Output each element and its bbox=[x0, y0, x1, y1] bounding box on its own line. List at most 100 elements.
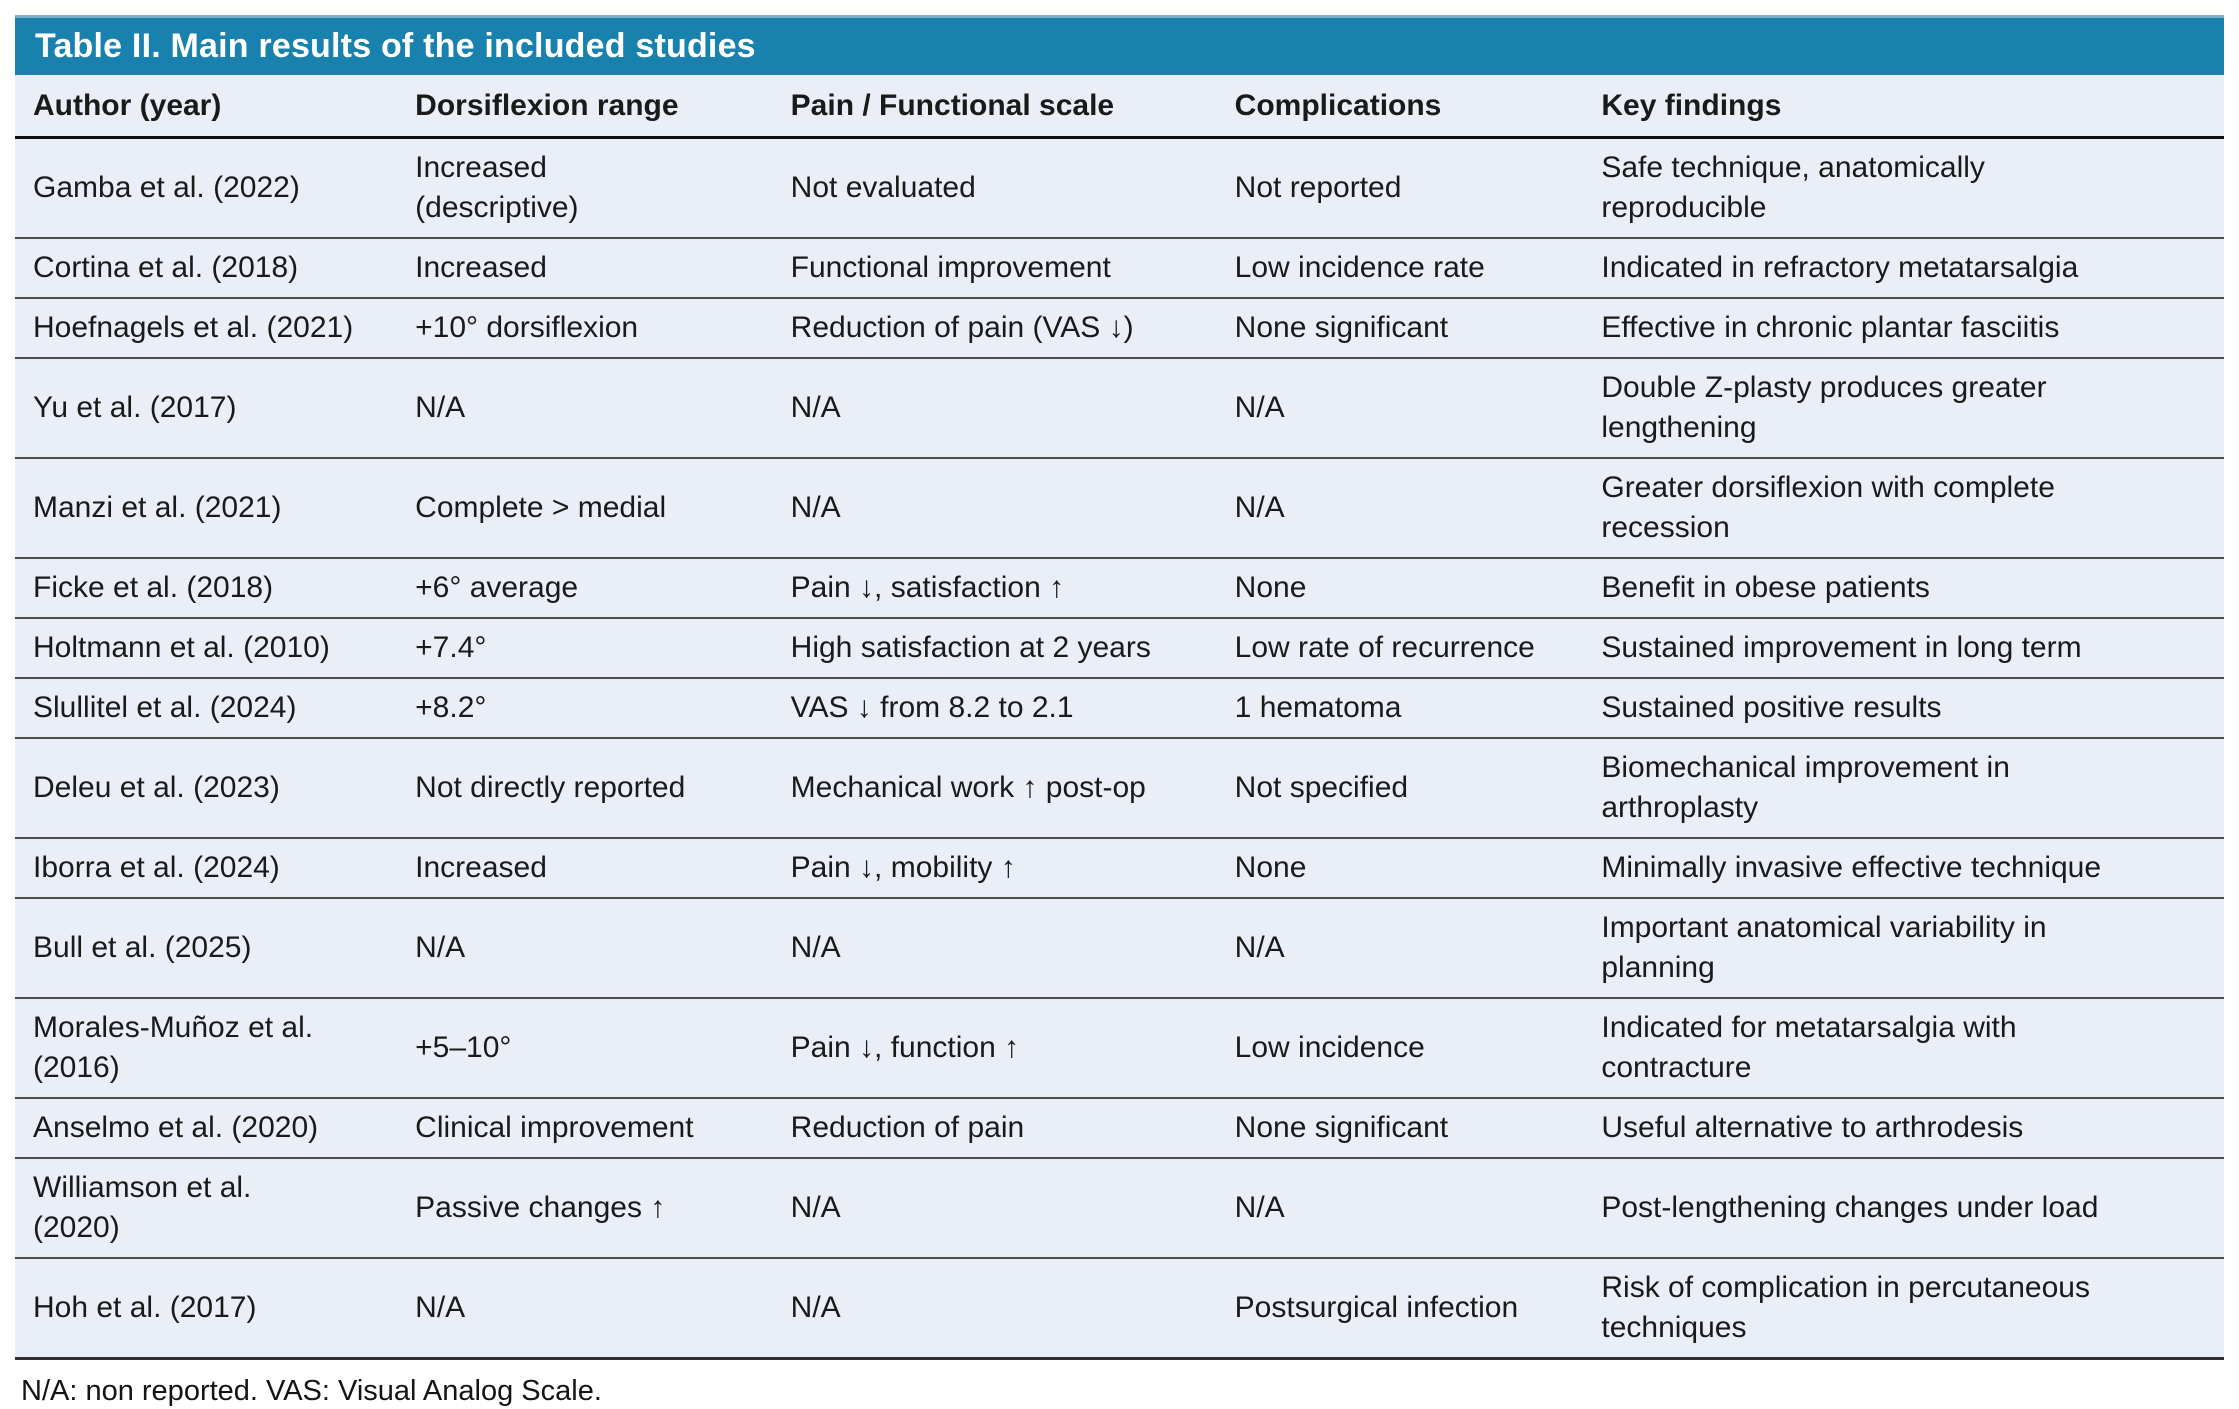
table-cell: Hoefnagels et al. (2021) bbox=[15, 298, 398, 358]
column-header-complications: Complications bbox=[1216, 75, 1584, 138]
table-row: Ficke et al. (2018) +6° average Pain ↓, sa… bbox=[15, 558, 2224, 618]
table-row: Yu et al. (2017) N/A N/A N/A Double Z-plasty… bbox=[15, 358, 2224, 458]
table-cell: Cortina et al. (2018) bbox=[15, 238, 398, 298]
table-body: Gamba et al. (2022) Increased (descriptiv… bbox=[15, 137, 2224, 1359]
table-cell: Deleu et al. (2023) bbox=[15, 738, 398, 838]
table-cell: N/A bbox=[397, 1258, 773, 1359]
table-row: Hoh et al. (2017) N/A N/A Postsurgical infe… bbox=[15, 1258, 2224, 1359]
table-cell: N/A bbox=[772, 898, 1217, 998]
table-cell: Double Z-plasty produces greater lengthe… bbox=[1583, 358, 2224, 458]
table-cell: Biomechanical improvement in arthroplast… bbox=[1583, 738, 2224, 838]
table-row: Slullitel et al. (2024) +8.2° VAS ↓ from 8… bbox=[15, 678, 2224, 738]
table-cell: Indicated in refractory metatarsalgia bbox=[1583, 238, 2224, 298]
table-cell: Not evaluated bbox=[772, 137, 1217, 238]
table-row: Bull et al. (2025) N/A N/A N/A Important ana… bbox=[15, 898, 2224, 998]
column-header-dorsiflexion-range: Dorsiflexion range bbox=[397, 75, 773, 138]
table-cell: Manzi et al. (2021) bbox=[15, 458, 398, 558]
table-row: Hoefnagels et al. (2021) +10° dorsiflexio… bbox=[15, 298, 2224, 358]
table-cell: N/A bbox=[1216, 458, 1584, 558]
table-cell: N/A bbox=[397, 898, 773, 998]
table-cell: +7.4° bbox=[397, 618, 773, 678]
table-cell: +6° average bbox=[397, 558, 773, 618]
table-cell: N/A bbox=[1216, 1158, 1584, 1258]
table-cell: Mechanical work ↑ post-op bbox=[772, 738, 1217, 838]
table-cell: None significant bbox=[1216, 1098, 1584, 1158]
table-row: Williamson et al. (2020) Passive changes … bbox=[15, 1158, 2224, 1258]
table-cell: Safe technique, anatomically reproducibl… bbox=[1583, 137, 2224, 238]
table-cell: Pain ↓, function ↑ bbox=[772, 998, 1217, 1098]
table-row: Iborra et al. (2024) Increased Pain ↓, mob… bbox=[15, 838, 2224, 898]
table-cell: Ficke et al. (2018) bbox=[15, 558, 398, 618]
column-header-author: Author (year) bbox=[15, 75, 398, 138]
table-header: Author (year) Dorsiflexion range Pain / … bbox=[15, 75, 2224, 138]
table-cell: N/A bbox=[772, 1258, 1217, 1359]
table-cell: Indicated for metatarsalgia with contrac… bbox=[1583, 998, 2224, 1098]
table-cell: +5–10° bbox=[397, 998, 773, 1098]
table-cell: VAS ↓ from 8.2 to 2.1 bbox=[772, 678, 1217, 738]
results-table: Author (year) Dorsiflexion range Pain / … bbox=[15, 75, 2224, 1360]
table-cell: Hoh et al. (2017) bbox=[15, 1258, 398, 1359]
column-header-pain-functional-scale: Pain / Functional scale bbox=[772, 75, 1217, 138]
table-cell: High satisfaction at 2 years bbox=[772, 618, 1217, 678]
table-cell: N/A bbox=[1216, 898, 1584, 998]
table-cell: +10° dorsiflexion bbox=[397, 298, 773, 358]
table-cell: N/A bbox=[397, 358, 773, 458]
table-cell: Complete > medial bbox=[397, 458, 773, 558]
table-cell: Sustained positive results bbox=[1583, 678, 2224, 738]
table-cell: N/A bbox=[1216, 358, 1584, 458]
table-cell: 1 hematoma bbox=[1216, 678, 1584, 738]
table-cell: Effective in chronic plantar fasciitis bbox=[1583, 298, 2224, 358]
table-cell: Slullitel et al. (2024) bbox=[15, 678, 398, 738]
table-cell: Important anatomical variability in plan… bbox=[1583, 898, 2224, 998]
table-cell: Postsurgical infection bbox=[1216, 1258, 1584, 1359]
table-cell: Useful alternative to arthrodesis bbox=[1583, 1098, 2224, 1158]
table-row: Anselmo et al. (2020) Clinical improvemen… bbox=[15, 1098, 2224, 1158]
column-header-key-findings: Key findings bbox=[1583, 75, 2224, 138]
table-cell: Pain ↓, satisfaction ↑ bbox=[772, 558, 1217, 618]
table-cell: None significant bbox=[1216, 298, 1584, 358]
table-cell: Pain ↓, mobility ↑ bbox=[772, 838, 1217, 898]
table-cell: Reduction of pain bbox=[772, 1098, 1217, 1158]
table-cell: N/A bbox=[772, 458, 1217, 558]
table-cell: Morales-Muñoz et al. (2016) bbox=[15, 998, 398, 1098]
table-cell: Anselmo et al. (2020) bbox=[15, 1098, 398, 1158]
table-cell: Increased (descriptive) bbox=[397, 137, 773, 238]
table-cell: Williamson et al. (2020) bbox=[15, 1158, 398, 1258]
table-cell: Clinical improvement bbox=[397, 1098, 773, 1158]
table-cell: Not specified bbox=[1216, 738, 1584, 838]
table-cell: Greater dorsiflexion with complete reces… bbox=[1583, 458, 2224, 558]
table-title: Table II. Main results of the included s… bbox=[35, 27, 756, 65]
table-cell: Risk of complication in percutaneous tec… bbox=[1583, 1258, 2224, 1359]
table-cell: Increased bbox=[397, 838, 773, 898]
table-row: Cortina et al. (2018) Increased Functional… bbox=[15, 238, 2224, 298]
table-cell: Benefit in obese patients bbox=[1583, 558, 2224, 618]
table-title-bar: Table II. Main results of the included s… bbox=[15, 15, 2224, 75]
table-cell: N/A bbox=[772, 1158, 1217, 1258]
table-row: Deleu et al. (2023) Not directly reported… bbox=[15, 738, 2224, 838]
table-cell: Iborra et al. (2024) bbox=[15, 838, 398, 898]
table-cell: Yu et al. (2017) bbox=[15, 358, 398, 458]
table-row: Holtmann et al. (2010) +7.4° High satisfac… bbox=[15, 618, 2224, 678]
table-cell: Not reported bbox=[1216, 137, 1584, 238]
table-cell: Minimally invasive effective technique bbox=[1583, 838, 2224, 898]
table-cell: None bbox=[1216, 558, 1584, 618]
table-row: Morales-Muñoz et al. (2016) +5–10° Pain ↓,… bbox=[15, 998, 2224, 1098]
table-cell: Not directly reported bbox=[397, 738, 773, 838]
table-cell: Post-lengthening changes under load bbox=[1583, 1158, 2224, 1258]
table-cell: Low rate of recurrence bbox=[1216, 618, 1584, 678]
header-row: Author (year) Dorsiflexion range Pain / … bbox=[15, 75, 2224, 138]
table-cell: Sustained improvement in long term bbox=[1583, 618, 2224, 678]
table-cell: N/A bbox=[772, 358, 1217, 458]
table-cell: Low incidence rate bbox=[1216, 238, 1584, 298]
table-cell: Gamba et al. (2022) bbox=[15, 137, 398, 238]
table-row: Gamba et al. (2022) Increased (descriptiv… bbox=[15, 137, 2224, 238]
table-cell: Passive changes ↑ bbox=[397, 1158, 773, 1258]
table-cell: +8.2° bbox=[397, 678, 773, 738]
table-cell: Low incidence bbox=[1216, 998, 1584, 1098]
table-cell: None bbox=[1216, 838, 1584, 898]
table-cell: Increased bbox=[397, 238, 773, 298]
table-row: Manzi et al. (2021) Complete > medial N/A N… bbox=[15, 458, 2224, 558]
table-cell: Reduction of pain (VAS ↓) bbox=[772, 298, 1217, 358]
table-cell: Holtmann et al. (2010) bbox=[15, 618, 398, 678]
